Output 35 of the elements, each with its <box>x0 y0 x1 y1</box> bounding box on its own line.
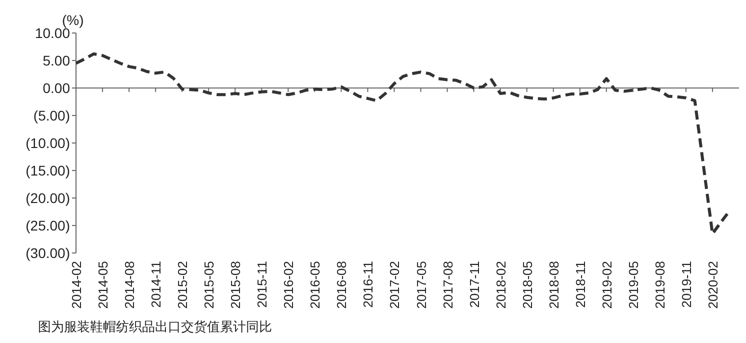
x-tick-label: 2014-11 <box>148 261 164 308</box>
y-tick-label: (25.00) <box>26 218 70 234</box>
x-tick-label: 2016-02 <box>281 261 296 309</box>
x-tick-label: 2016-08 <box>334 261 350 309</box>
x-tick-label: 2016-11 <box>360 261 376 308</box>
x-tick-label: 2019-05 <box>626 261 641 309</box>
x-tick-label: 2019-02 <box>599 261 614 309</box>
x-tick-label: 2018-11 <box>572 261 588 308</box>
x-tick-label: 2019-11 <box>678 261 694 308</box>
x-tick-label: 2018-05 <box>520 261 535 309</box>
y-axis-title: (%) <box>62 12 84 28</box>
x-tick-label: 2017-05 <box>414 261 429 309</box>
x-tick-label: 2018-08 <box>546 261 562 309</box>
text: 图为服装鞋帽纺织品出口交货值累计同比 <box>38 319 272 334</box>
x-tick-label: 2016-05 <box>308 261 323 309</box>
x-tick-label: 2020-02 <box>705 261 720 309</box>
x-tick-label: 2014-02 <box>69 261 84 309</box>
x-tick-label: 2015-11 <box>254 261 270 308</box>
y-tick-label: (15.00) <box>26 162 70 178</box>
x-tick-label: 2015-02 <box>175 261 190 309</box>
x-tick-label: 2015-08 <box>228 261 244 309</box>
y-tick-label: 0.00 <box>42 80 70 96</box>
y-tick-label: (5.00) <box>33 108 70 124</box>
y-tick-label: 5.00 <box>42 52 70 68</box>
x-tick-label: 2017-08 <box>440 261 456 309</box>
x-tick-label: 2018-02 <box>493 261 508 309</box>
y-tick-label: (30.00) <box>26 245 70 261</box>
y-tick-label: (10.00) <box>26 135 70 151</box>
x-tick-label: 2017-02 <box>387 261 402 309</box>
x-tick-label: 2019-08 <box>652 261 668 309</box>
x-tick-label: 2015-05 <box>202 261 217 309</box>
x-tick-label: 2017-11 <box>466 261 482 308</box>
y-tick-label: (20.00) <box>26 190 70 206</box>
x-tick-label: 2014-08 <box>122 261 138 309</box>
x-tick-label: 2014-05 <box>96 261 111 309</box>
